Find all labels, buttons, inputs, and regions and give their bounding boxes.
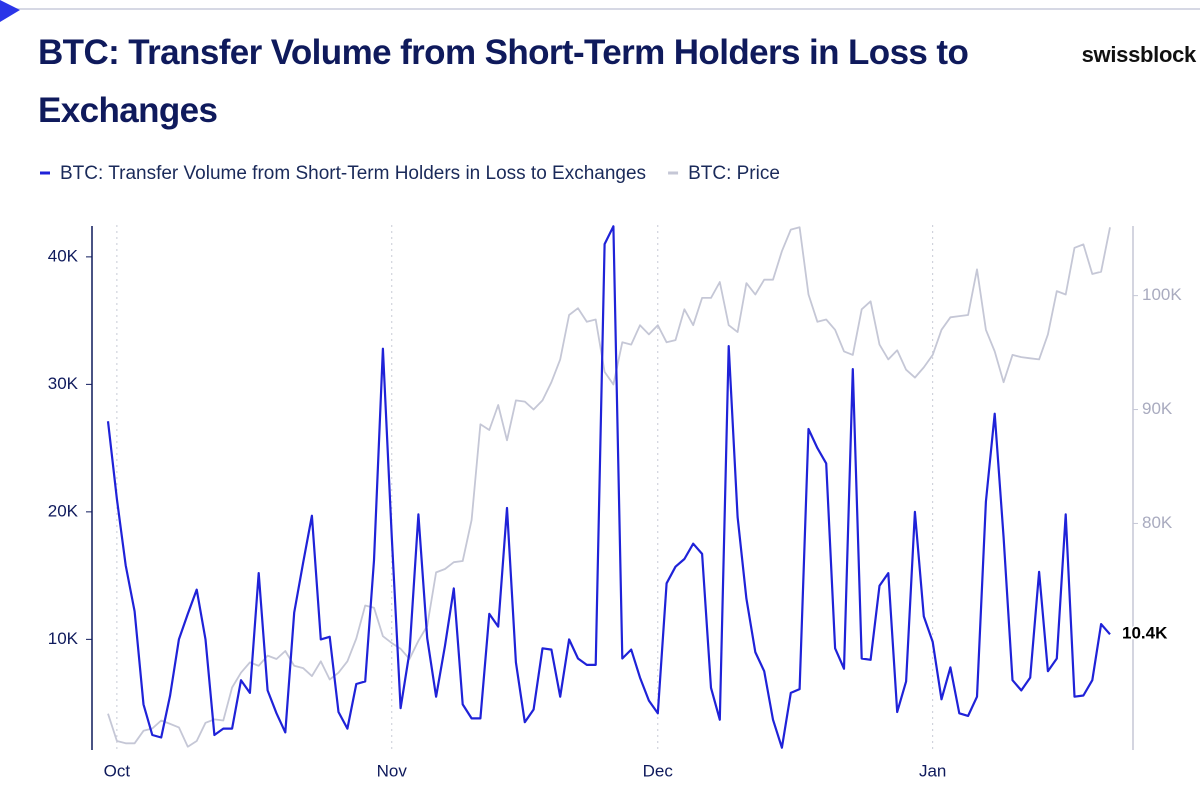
x-tick-label: Dec <box>643 761 674 780</box>
legend-label: BTC: Transfer Volume from Short-Term Hol… <box>60 163 646 184</box>
legend-label: BTC: Price <box>688 163 780 184</box>
chart-title: BTC: Transfer Volume from Short-Term Hol… <box>38 33 969 130</box>
series-line <box>107 226 1111 748</box>
x-tick-label: Nov <box>377 761 408 780</box>
brand-logo: swissblock <box>1081 42 1197 67</box>
y-tick-label: 40K <box>48 246 79 265</box>
y-tick-label: 20K <box>48 501 79 520</box>
series-line <box>106 225 1111 749</box>
x-tick-label: Jan <box>919 761 946 780</box>
y2-tick-label: 100K <box>1142 285 1182 304</box>
corner-accent <box>0 0 20 22</box>
y-tick-label: 10K <box>48 629 79 648</box>
value-label: 10.4K <box>1122 624 1168 643</box>
y2-tick-label: 90K <box>1142 399 1173 418</box>
x-tick-label: Oct <box>104 761 131 780</box>
y2-tick-label: 80K <box>1142 513 1173 532</box>
y-tick-label: 30K <box>48 374 79 393</box>
